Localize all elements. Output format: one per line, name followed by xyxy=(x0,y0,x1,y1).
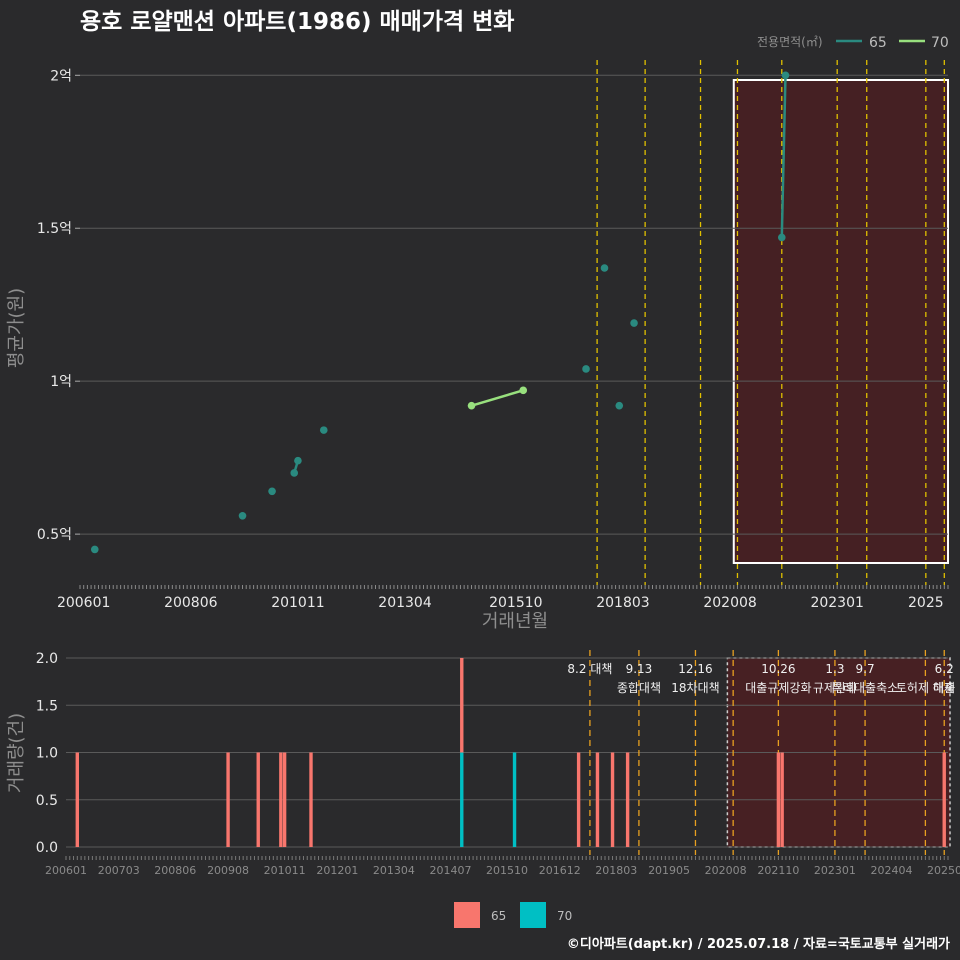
legend2-label-70: 70 xyxy=(557,909,572,923)
volume-x-tick-label: 200601 xyxy=(45,864,87,877)
policy-label-date: 6.2 xyxy=(935,662,954,676)
volume-bar-65 xyxy=(576,752,581,847)
price-point-65 xyxy=(268,487,276,496)
footer-credit: ©디아파트(dapt.kr) / 2025.07.18 / 자료=국토교통부 실… xyxy=(567,936,950,952)
volume-x-tick-label: 201905 xyxy=(648,864,690,877)
price-point-70 xyxy=(519,386,528,395)
bottom-legend: 65 70 xyxy=(454,902,572,928)
volume-y-tick-label: 2.0 xyxy=(36,651,58,667)
legend2-key-70 xyxy=(520,902,546,928)
price-x-tick-label: 201304 xyxy=(378,595,432,611)
volume-x-tick-label: 201304 xyxy=(373,864,415,877)
price-point-70 xyxy=(467,401,476,410)
price-x-tick-label: 201510 xyxy=(489,595,542,611)
price-x-tick-label: 201011 xyxy=(271,595,324,611)
policy-label-name: 규제완화 xyxy=(813,681,857,695)
price-point-65 xyxy=(777,233,786,242)
price-point-65 xyxy=(90,545,99,554)
legend-label-65: 65 xyxy=(869,35,887,51)
policy-label-date: 9.7 xyxy=(856,662,875,676)
policy-label-name: 종합대책 xyxy=(617,680,661,695)
price-x-tick-label: 200806 xyxy=(164,595,218,611)
price-point-65 xyxy=(238,511,247,520)
volume-bar-65 xyxy=(75,752,80,847)
volume-x-tick-label: 201201 xyxy=(316,864,358,877)
volume-x-tick-label: 201407 xyxy=(429,864,471,877)
legend2-label-65: 65 xyxy=(491,909,506,923)
price-point-65 xyxy=(294,456,302,465)
price-series-line-70 xyxy=(471,389,524,407)
price-point-65 xyxy=(781,71,790,80)
volume-bar-65 xyxy=(776,752,781,847)
price-y-tick-label: 1억 xyxy=(50,374,72,390)
volume-x-tick-label: 202008 xyxy=(705,864,747,877)
volume-bar-65 xyxy=(625,752,630,847)
volume-bar-65 xyxy=(595,752,600,847)
policy-label-date: 1.3 xyxy=(825,662,844,676)
volume-x-tick-label: 201803 xyxy=(595,864,637,877)
volume-x-tick-label: 200703 xyxy=(98,864,140,877)
volume-y-tick-label: 1.5 xyxy=(36,698,58,714)
volume-x-tick-label: 200908 xyxy=(207,864,249,877)
price-x-tick-label: 202301 xyxy=(810,595,863,611)
price-y-tick-label: 2억 xyxy=(50,68,72,84)
price-x-tick-label: 2025 xyxy=(908,595,944,611)
volume-x-tick-label: 201510 xyxy=(486,864,528,877)
volume-x-tick-label: 202301 xyxy=(814,864,856,877)
volume-y-tick-label: 1.0 xyxy=(36,746,58,762)
volume-bar-65 xyxy=(610,752,615,847)
price-highlight-box xyxy=(732,79,949,564)
price-panel: 0.5억 1억 1.5억 2억 200601 200806 201011 201304 2015… xyxy=(37,60,949,611)
price-point-65 xyxy=(290,469,299,477)
price-series-line-65 xyxy=(780,75,787,238)
policy-label-name: 특례대출축소 xyxy=(832,681,898,695)
volume-x-tick-label: 200806 xyxy=(154,864,196,877)
policy-label-name: 18차대책 xyxy=(671,680,719,695)
volume-bar-65 xyxy=(256,752,260,847)
volume-x-tick-label: 202507 xyxy=(927,864,960,877)
price-x-tick-label: 202008 xyxy=(703,595,756,611)
volume-x-tick-label: 201011 xyxy=(264,864,306,877)
price-point-65 xyxy=(319,426,328,434)
chart-title: 용호 로얄맨션 아파트(1986) 매매가격 변화 xyxy=(80,9,514,35)
price-point-65 xyxy=(582,365,590,373)
policy-label-date: 12.16 xyxy=(678,662,712,676)
volume-bar-65 xyxy=(780,752,784,847)
policy-label-date: 8.2 대책 xyxy=(567,661,612,676)
price-point-65 xyxy=(615,401,624,410)
volume-y-tick-label: 0.5 xyxy=(36,793,58,809)
legend2-key-65 xyxy=(454,902,480,928)
volume-bar-65 xyxy=(226,752,230,847)
volume-bar-65 xyxy=(942,752,946,847)
policy-label-name: 대출규제강화 xyxy=(745,681,811,695)
policy-label-name: 토허제 해제 xyxy=(896,681,955,695)
volume-panel: 0.0 0.5 1.0 1.5 2.0 8.2 대책 9.13 종합대책 12.16 18차대책 1… xyxy=(36,650,960,877)
volume-x-tick-label: 202404 xyxy=(870,864,912,877)
policy-label-date: 9.13 xyxy=(626,662,653,676)
price-y-axis-title: 평균가(원) xyxy=(6,288,27,368)
price-x-tick-label: 201803 xyxy=(596,595,649,611)
legend-title: 전용면적(㎡) xyxy=(757,35,823,49)
volume-bar-70 xyxy=(460,752,464,847)
price-x-tick-label: 200601 xyxy=(57,595,110,611)
top-legend: 전용면적(㎡) 65 70 xyxy=(757,35,949,51)
price-point-65 xyxy=(630,319,638,327)
price-y-tick-label: 0.5억 xyxy=(37,527,72,543)
volume-bar-65 xyxy=(460,658,464,753)
price-x-axis-title: 거래년월 xyxy=(482,611,548,632)
volume-bar-65 xyxy=(309,752,313,847)
price-point-65 xyxy=(600,264,609,272)
volume-bar-65 xyxy=(279,752,283,847)
volume-x-tick-label: 201612 xyxy=(539,864,581,877)
policy-label-name: 대출 xyxy=(933,681,955,695)
volume-bar-70 xyxy=(512,752,517,847)
policy-label-date: 10.26 xyxy=(761,662,795,676)
volume-y-axis-title: 거래량(건) xyxy=(6,713,27,793)
legend-label-70: 70 xyxy=(931,35,949,51)
volume-y-tick-label: 0.0 xyxy=(36,840,58,856)
volume-x-tick-label: 202110 xyxy=(757,864,799,877)
volume-bar-65 xyxy=(282,752,287,847)
price-y-tick-label: 1.5억 xyxy=(37,221,72,237)
